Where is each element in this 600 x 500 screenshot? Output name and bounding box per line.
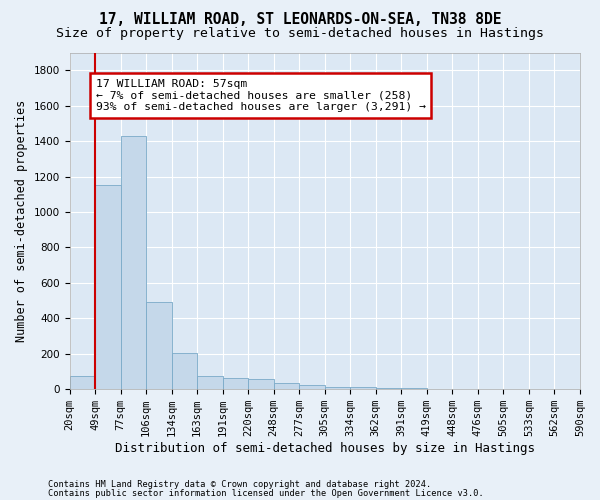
Bar [274,383,299,389]
Bar [172,353,197,389]
Bar [401,388,427,389]
Bar [70,376,95,389]
Bar [452,388,478,389]
Y-axis label: Number of semi-detached properties: Number of semi-detached properties [15,100,28,342]
Bar [95,186,121,389]
Bar [427,388,452,389]
X-axis label: Distribution of semi-detached houses by size in Hastings: Distribution of semi-detached houses by … [115,442,535,455]
Text: 17, WILLIAM ROAD, ST LEONARDS-ON-SEA, TN38 8DE: 17, WILLIAM ROAD, ST LEONARDS-ON-SEA, TN… [99,12,501,28]
Text: Contains HM Land Registry data © Crown copyright and database right 2024.: Contains HM Land Registry data © Crown c… [48,480,431,489]
Bar [121,136,146,389]
Bar [146,302,172,389]
Bar [350,388,376,389]
Bar [197,376,223,389]
Bar [325,386,350,389]
Text: Size of property relative to semi-detached houses in Hastings: Size of property relative to semi-detach… [56,28,544,40]
Bar [223,378,248,389]
Bar [299,385,325,389]
Text: Contains public sector information licensed under the Open Government Licence v3: Contains public sector information licen… [48,489,484,498]
Bar [376,388,401,389]
Text: 17 WILLIAM ROAD: 57sqm
← 7% of semi-detached houses are smaller (258)
93% of sem: 17 WILLIAM ROAD: 57sqm ← 7% of semi-deta… [95,79,425,112]
Bar [248,380,274,389]
